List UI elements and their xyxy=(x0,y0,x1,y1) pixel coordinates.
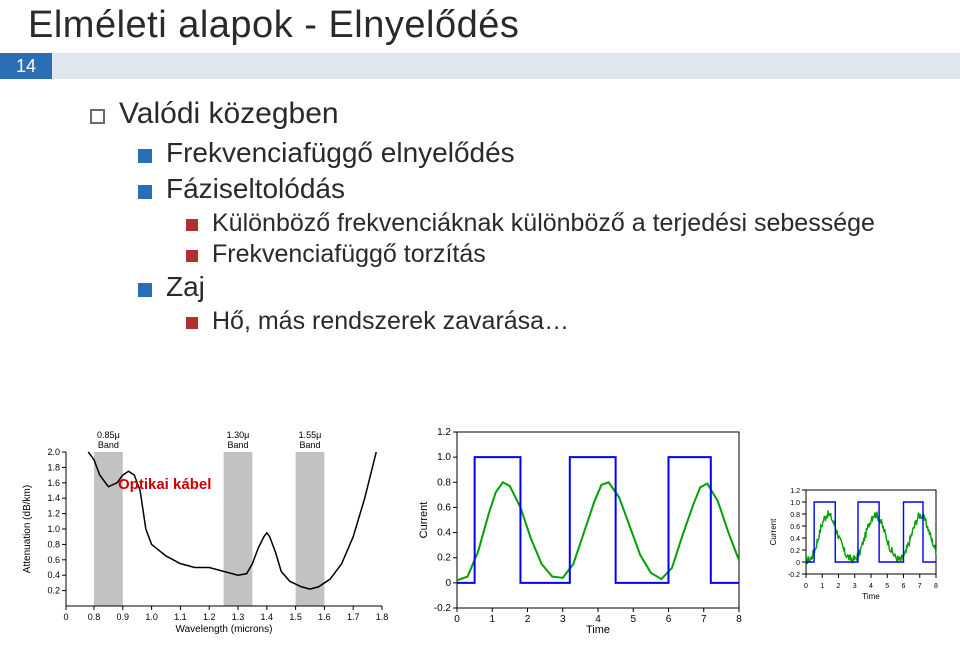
svg-text:Band: Band xyxy=(227,440,248,450)
svg-text:1.3: 1.3 xyxy=(232,612,245,622)
bullet-text: Frekvenciafüggő torzítás xyxy=(212,240,486,269)
svg-text:1.7: 1.7 xyxy=(347,612,360,622)
svg-text:Current: Current xyxy=(418,502,430,539)
bullet-l3: Frekvenciafüggő torzítás xyxy=(186,240,960,269)
square-icon xyxy=(186,250,198,262)
svg-text:1.0: 1.0 xyxy=(790,500,800,507)
svg-text:1: 1 xyxy=(489,614,495,625)
svg-text:0.9: 0.9 xyxy=(117,612,130,622)
svg-text:1.6: 1.6 xyxy=(318,612,331,622)
noisy-current-chart: -0.2 0 0.2 0.4 0.6 0.8 1.0 1.2 0 1 2 3 4 5 6 7 8 Time Curr… xyxy=(764,484,942,607)
bullet-text: Különböző frekvenciáknak különböző a ter… xyxy=(212,209,875,238)
square-icon xyxy=(138,149,152,163)
svg-text:0.4: 0.4 xyxy=(47,570,60,580)
svg-text:1.2: 1.2 xyxy=(47,509,60,519)
bullet-text: Zaj xyxy=(166,271,205,303)
svg-text:0.2: 0.2 xyxy=(47,586,60,596)
bullet-l2: Frekvenciafüggő elnyelődés xyxy=(138,137,960,169)
svg-text:5: 5 xyxy=(885,583,889,590)
svg-text:6: 6 xyxy=(902,583,906,590)
svg-text:0.2: 0.2 xyxy=(437,553,451,564)
svg-text:Time: Time xyxy=(586,624,610,636)
square-icon xyxy=(186,219,198,231)
svg-text:1.0: 1.0 xyxy=(437,452,451,463)
svg-text:0.4: 0.4 xyxy=(790,536,800,543)
svg-text:1.2: 1.2 xyxy=(437,427,451,438)
svg-text:8: 8 xyxy=(934,583,938,590)
svg-text:6: 6 xyxy=(666,614,672,625)
current-time-chart: -0.200.20.40.60.81.01.2012345678TimeCurr… xyxy=(415,426,745,641)
svg-text:3: 3 xyxy=(560,614,566,625)
bullet-l2: Zaj xyxy=(138,271,960,303)
svg-text:-0.2: -0.2 xyxy=(434,603,452,614)
svg-text:0.6: 0.6 xyxy=(790,524,800,531)
bullet-text: Frekvenciafüggő elnyelődés xyxy=(166,137,515,169)
svg-text:0.4: 0.4 xyxy=(437,528,451,539)
svg-text:Wavelength (microns): Wavelength (microns) xyxy=(176,624,273,635)
bullet-l3: Hő, más rendszerek zavarása… xyxy=(186,307,960,336)
bullet-l3: Különböző frekvenciáknak különböző a ter… xyxy=(186,209,960,238)
svg-text:1.4: 1.4 xyxy=(47,493,60,503)
svg-text:8: 8 xyxy=(736,614,742,625)
svg-text:1.4: 1.4 xyxy=(261,612,274,622)
svg-text:2: 2 xyxy=(525,614,531,625)
svg-text:0.6: 0.6 xyxy=(47,555,60,565)
bullet-text: Valódi közegben xyxy=(119,97,339,131)
svg-text:0.2: 0.2 xyxy=(790,548,800,555)
bullet-l1: Valódi közegben xyxy=(90,97,960,131)
svg-text:2: 2 xyxy=(837,583,841,590)
svg-text:4: 4 xyxy=(869,583,873,590)
attenuation-chart: 0.2 0.4 0.6 0.8 1.0 1.2 1.4 1.6 1.8 2.0 0 0.8 0.9 1.0… xyxy=(18,426,388,641)
svg-text:0.85μ: 0.85μ xyxy=(97,430,120,440)
svg-text:Time: Time xyxy=(862,592,880,601)
svg-text:7: 7 xyxy=(701,614,707,625)
svg-text:1.2: 1.2 xyxy=(203,612,216,622)
svg-text:0: 0 xyxy=(63,612,68,622)
svg-text:Current: Current xyxy=(769,518,778,545)
square-outline-icon xyxy=(90,109,105,124)
svg-text:0: 0 xyxy=(796,560,800,567)
svg-text:3: 3 xyxy=(853,583,857,590)
svg-text:0: 0 xyxy=(804,583,808,590)
svg-text:Band: Band xyxy=(98,440,119,450)
svg-text:1.8: 1.8 xyxy=(376,612,388,622)
svg-text:1.0: 1.0 xyxy=(47,524,60,534)
svg-text:7: 7 xyxy=(918,583,922,590)
square-icon xyxy=(138,185,152,199)
svg-text:1.0: 1.0 xyxy=(145,612,158,622)
svg-text:0.8: 0.8 xyxy=(47,539,60,549)
square-icon xyxy=(186,317,198,329)
svg-text:1.8: 1.8 xyxy=(47,462,60,472)
title-bar: 14 xyxy=(0,53,960,79)
bullet-text: Fáziseltolódás xyxy=(166,173,345,205)
svg-text:0: 0 xyxy=(454,614,460,625)
svg-text:Attenuation (dB/km): Attenuation (dB/km) xyxy=(22,485,33,573)
svg-text:0.8: 0.8 xyxy=(437,477,451,488)
slide-number: 14 xyxy=(0,53,52,79)
svg-text:5: 5 xyxy=(630,614,636,625)
title-bar-bg xyxy=(52,53,960,79)
svg-text:0.8: 0.8 xyxy=(88,612,101,622)
bullet-text: Hő, más rendszerek zavarása… xyxy=(212,307,569,336)
svg-text:1.30μ: 1.30μ xyxy=(227,430,250,440)
slide-title: Elméleti alapok - Elnyelődés xyxy=(0,0,960,53)
content-area: Valódi közegben Frekvenciafüggő elnyelőd… xyxy=(0,79,960,336)
svg-text:1.5: 1.5 xyxy=(289,612,302,622)
svg-text:0.8: 0.8 xyxy=(790,512,800,519)
svg-text:2.0: 2.0 xyxy=(47,447,60,457)
svg-text:1.2: 1.2 xyxy=(790,488,800,495)
svg-text:-0.2: -0.2 xyxy=(788,572,800,579)
svg-text:Band: Band xyxy=(299,440,320,450)
svg-text:1.55μ: 1.55μ xyxy=(299,430,322,440)
svg-text:0: 0 xyxy=(445,578,451,589)
svg-text:1.1: 1.1 xyxy=(174,612,187,622)
square-icon xyxy=(138,283,152,297)
optical-cable-label: Optikai kábel xyxy=(118,476,211,493)
svg-text:0.6: 0.6 xyxy=(437,502,451,513)
charts-row: 0.2 0.4 0.6 0.8 1.0 1.2 1.4 1.6 1.8 2.0 0 0.8 0.9 1.0… xyxy=(0,422,960,647)
svg-text:1: 1 xyxy=(820,583,824,590)
svg-text:1.6: 1.6 xyxy=(47,478,60,488)
bullet-l2: Fáziseltolódás xyxy=(138,173,960,205)
